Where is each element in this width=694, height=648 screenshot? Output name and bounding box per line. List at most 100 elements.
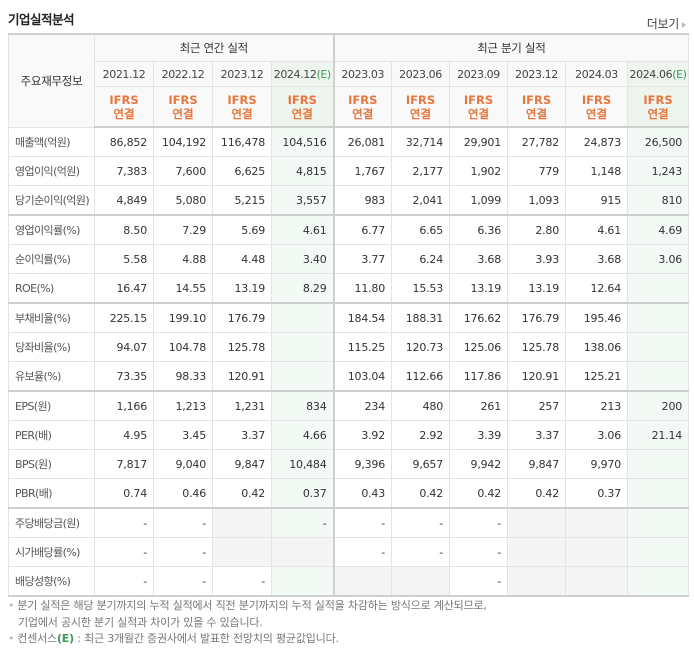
basis-ifrs: IFRS [287,92,317,107]
value-cell [270,566,335,597]
footnote-quarterly-cont: 기업에서 공시한 분기 실적과 차이가 있을 수 있습니다. [18,615,263,629]
period-label: 2022.12 [161,67,205,81]
value-cell: 86,852 [94,126,154,157]
basis-ifrs: IFRS [463,92,494,107]
value-cell: - [449,507,509,538]
period-header: 2023.06 [391,61,451,87]
value-cell: 112.66 [391,361,451,392]
basis-header: IFRS 연결 [627,86,690,128]
value-cell: 915 [565,185,629,216]
value-cell: 176.62 [449,302,509,333]
basis-header: IFRS 연결 [153,86,213,128]
row-label: 영업이익(억원) [8,156,95,186]
value-cell: 1,243 [627,156,690,186]
footnote-consensus: • 컨센서스(E) : 최근 3개월간 증권사에서 발표한 전망치의 평균값입니다… [8,632,339,645]
bullet-icon: • [8,632,15,645]
value-cell: 1,231 [212,390,272,421]
row-label: EPS(원) [8,390,95,421]
value-cell [565,566,629,597]
value-cell: 2,177 [391,156,451,186]
row-label: 당기순이익(억원) [8,185,95,216]
quarter-group-header: 최근 분기 실적 [333,33,690,62]
value-cell: 199.10 [153,302,213,333]
period-label: 2024.06 [629,67,673,81]
period-label: 2023.06 [399,67,442,81]
value-cell: 5,215 [212,185,272,216]
value-cell: - [270,507,335,538]
value-cell: 257 [507,390,567,421]
value-cell: - [153,566,213,597]
value-cell: 4.61 [565,214,629,245]
basis-consolidated: 연결 [585,106,608,121]
value-cell: 5.69 [212,214,272,245]
value-cell [333,566,393,597]
value-cell: 213 [565,390,629,421]
table-row: 매출액(억원) 86,852 104,192 116,478 104,516 26,081… [8,126,690,157]
value-cell: 3.68 [565,244,629,274]
value-cell: 3.45 [153,420,213,450]
table-row: 배당성향(%) - - - - [8,566,690,597]
value-cell: 0.42 [212,478,272,509]
table-row: EPS(원) 1,166 1,213 1,231 834 234 480 261 257 213 2… [8,390,690,421]
value-cell: 8.50 [94,214,154,245]
footnotes: • 분기 실적은 해당 분기까지의 누적 실적에서 직전 분기까지의 누적 실적을… [8,598,487,648]
value-cell: 0.43 [333,478,393,509]
value-cell: 104,516 [270,126,335,157]
value-cell: 120.91 [507,361,567,392]
basis-consolidated: 연결 [647,106,669,121]
value-cell: 1,148 [565,156,629,186]
value-cell: - [333,537,393,567]
value-cell: 29,901 [449,126,509,157]
value-cell: - [391,537,451,567]
value-cell: 1,213 [153,390,213,421]
basis-consolidated: 연결 [291,106,313,121]
value-cell: - [94,566,154,597]
value-cell: 3.06 [627,244,690,274]
bullet-icon: • [8,599,15,612]
basis-header: IFRS 연결 [212,86,272,128]
basis-consolidated: 연결 [409,106,432,121]
value-cell: 5,080 [153,185,213,216]
value-cell: 7,817 [94,449,154,479]
value-cell [627,478,690,509]
value-cell: 2.80 [507,214,567,245]
more-label: 더보기 [646,17,680,31]
value-cell [270,332,335,362]
row-label: BPS(원) [8,449,95,479]
value-cell: 24,873 [565,126,629,157]
value-cell: 0.42 [391,478,451,509]
value-cell: 1,093 [507,185,567,216]
value-cell: 14.55 [153,273,213,304]
value-cell [627,537,690,567]
table-row: 시가배당률(%) - - - - - [8,537,690,567]
value-cell: 6.77 [333,214,393,245]
value-cell: 184.54 [333,302,393,333]
more-link[interactable]: 더보기 [647,15,686,32]
row-label: PBR(배) [8,478,95,509]
value-cell: 120.73 [391,332,451,362]
value-cell: 0.42 [449,478,509,509]
period-header: 2024.06(E) [627,61,690,87]
row-label: ROE(%) [8,273,95,304]
value-cell: 188.31 [391,302,451,333]
value-cell: 5.58 [94,244,154,274]
row-label: 부채비율(%) [8,302,95,333]
value-cell: 13.19 [449,273,509,304]
value-cell [627,449,690,479]
value-cell [212,537,272,567]
value-cell: 983 [333,185,393,216]
value-cell: 125.21 [565,361,629,392]
value-cell: 125.78 [507,332,567,362]
value-cell: 9,847 [212,449,272,479]
value-cell: 104,192 [153,126,213,157]
value-cell: 125.06 [449,332,509,362]
value-cell: 834 [270,390,335,421]
value-cell: 3.77 [333,244,393,274]
value-cell [212,507,272,538]
value-cell: 176.79 [212,302,272,333]
value-cell: 11.80 [333,273,393,304]
table-row: 영업이익률(%) 8.50 7.29 5.69 4.61 6.77 6.65 6.36 2.80… [8,214,690,245]
value-cell: 4,815 [270,156,335,186]
value-cell [627,302,690,333]
value-cell: 4,849 [94,185,154,216]
